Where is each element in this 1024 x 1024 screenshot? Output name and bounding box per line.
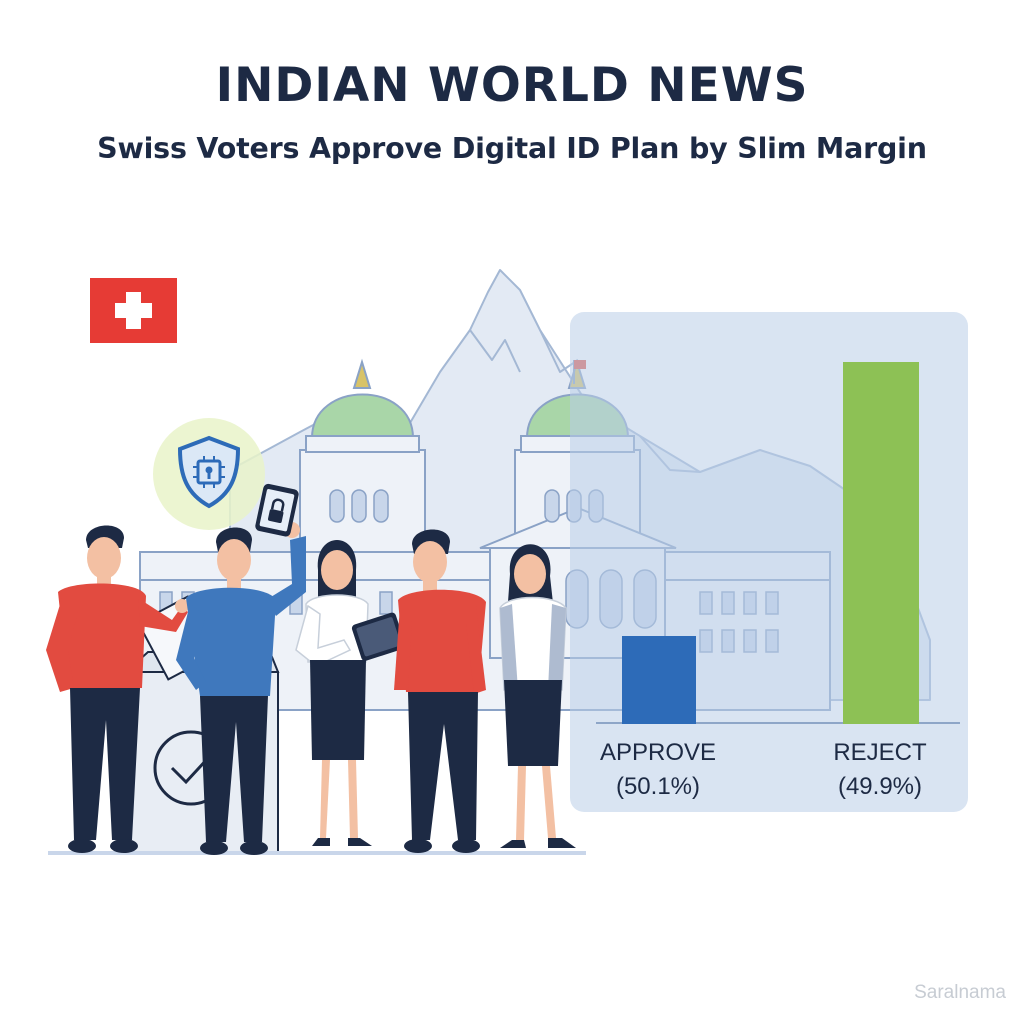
label-reject: REJECT (49.9%) [800,736,960,804]
bar-reject [843,362,919,724]
label-approve-name: APPROVE [599,739,717,766]
label-approve-pct: (50.1%) [615,773,701,800]
chart-baseline [596,722,960,724]
label-reject-name: REJECT [833,739,927,766]
person-red-shirt-right [394,529,486,853]
label-approve: APPROVE (50.1%) [578,736,738,804]
person-woman-tablet [295,540,372,846]
person-blue-shirt [176,522,306,855]
headline-subtitle: Swiss Voters Approve Digital ID Plan by … [97,132,927,165]
swiss-flag-icon [90,278,177,343]
watermark: Saralnama [914,982,1006,1003]
bar-approve [622,636,696,724]
shield-chip-icon [153,418,265,530]
label-reject-pct: (49.9%) [837,773,923,800]
page-title: INDIAN WORLD NEWS [215,58,809,113]
tablet-device [351,612,406,661]
person-woman-vest [499,544,576,848]
padlock-icon [268,498,285,524]
person-red-shirt-left [46,525,189,853]
